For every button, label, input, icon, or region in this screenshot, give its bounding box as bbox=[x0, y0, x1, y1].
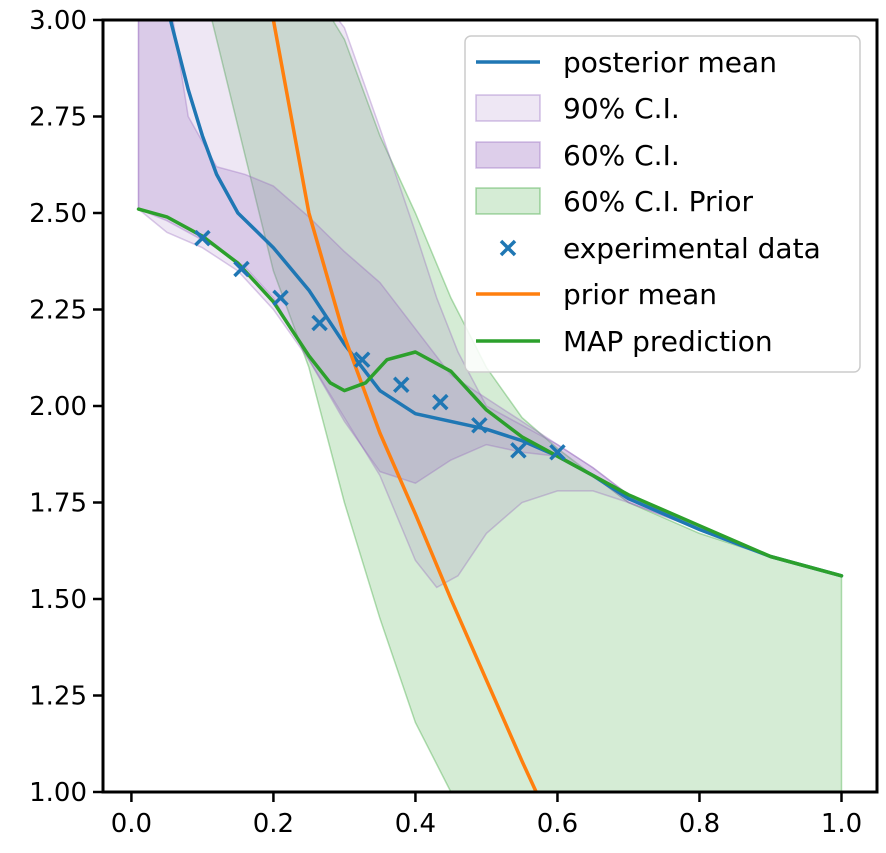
y-tick-label: 2.25 bbox=[29, 296, 87, 326]
band-60pct-c-i-prior bbox=[211, 20, 843, 792]
y-tick-label: 1.00 bbox=[29, 778, 87, 808]
y-tick-label: 2.50 bbox=[29, 199, 87, 229]
data-point bbox=[272, 289, 289, 307]
legend-label-60pct-c-i: 60% C.I. bbox=[563, 139, 680, 172]
y-tick-label: 2.75 bbox=[29, 103, 87, 133]
legend-label-prior-mean: prior mean bbox=[563, 278, 717, 311]
x-tick-label: 0.2 bbox=[253, 809, 294, 839]
y-tick-label: 2.00 bbox=[29, 392, 87, 422]
legend-handle-60pct-c-i bbox=[475, 141, 541, 169]
legend-handle-90pct-c-i bbox=[475, 94, 541, 122]
data-point bbox=[311, 314, 328, 332]
x-tick-label: 0.4 bbox=[395, 809, 436, 839]
data-point bbox=[432, 393, 449, 411]
legend: posterior mean 90% C.I. 60% C.I. 60% C.I. P… bbox=[464, 35, 861, 373]
data-point bbox=[194, 229, 211, 247]
y-tick-label: 1.50 bbox=[29, 585, 87, 615]
y-axis-ticks: 1.00 1.25 1.50 1.75 2.00 2.25 2.50 2.75 3.00 bbox=[29, 6, 103, 808]
x-tick-label: 0.8 bbox=[679, 809, 720, 839]
legend-box bbox=[464, 35, 861, 373]
data-point bbox=[233, 260, 250, 278]
x-tick-label: 0.0 bbox=[111, 809, 152, 839]
legend-label-60pct-c-i-prior: 60% C.I. Prior bbox=[563, 185, 753, 218]
x-tick-label: 1.0 bbox=[821, 809, 862, 839]
legend-label-map-prediction: MAP prediction bbox=[563, 325, 773, 358]
legend-label-posterior-mean: posterior mean bbox=[563, 46, 777, 79]
legend-label-90pct-c-i: 90% C.I. bbox=[563, 92, 680, 125]
line-posterior-mean bbox=[168, 20, 844, 578]
data-point bbox=[393, 376, 410, 394]
y-tick-label: 3.00 bbox=[29, 6, 87, 36]
experimental-data-markers bbox=[194, 229, 566, 461]
y-tick-label: 1.25 bbox=[29, 682, 87, 712]
data-point bbox=[353, 351, 371, 368]
y-tick-label: 1.75 bbox=[29, 489, 87, 519]
x-tick-label: 0.6 bbox=[537, 809, 578, 839]
x-axis-ticks: 0.0 0.2 0.4 0.6 0.8 1.0 bbox=[111, 792, 862, 839]
data-point bbox=[549, 444, 566, 461]
legend-handle-60pct-c-i-prior bbox=[475, 187, 541, 215]
line-prior-mean bbox=[271, 20, 538, 792]
data-point bbox=[471, 417, 488, 434]
legend-handle-experimental-data bbox=[499, 239, 517, 257]
legend-label-experimental-data: experimental data bbox=[563, 232, 821, 265]
data-point bbox=[510, 442, 527, 459]
